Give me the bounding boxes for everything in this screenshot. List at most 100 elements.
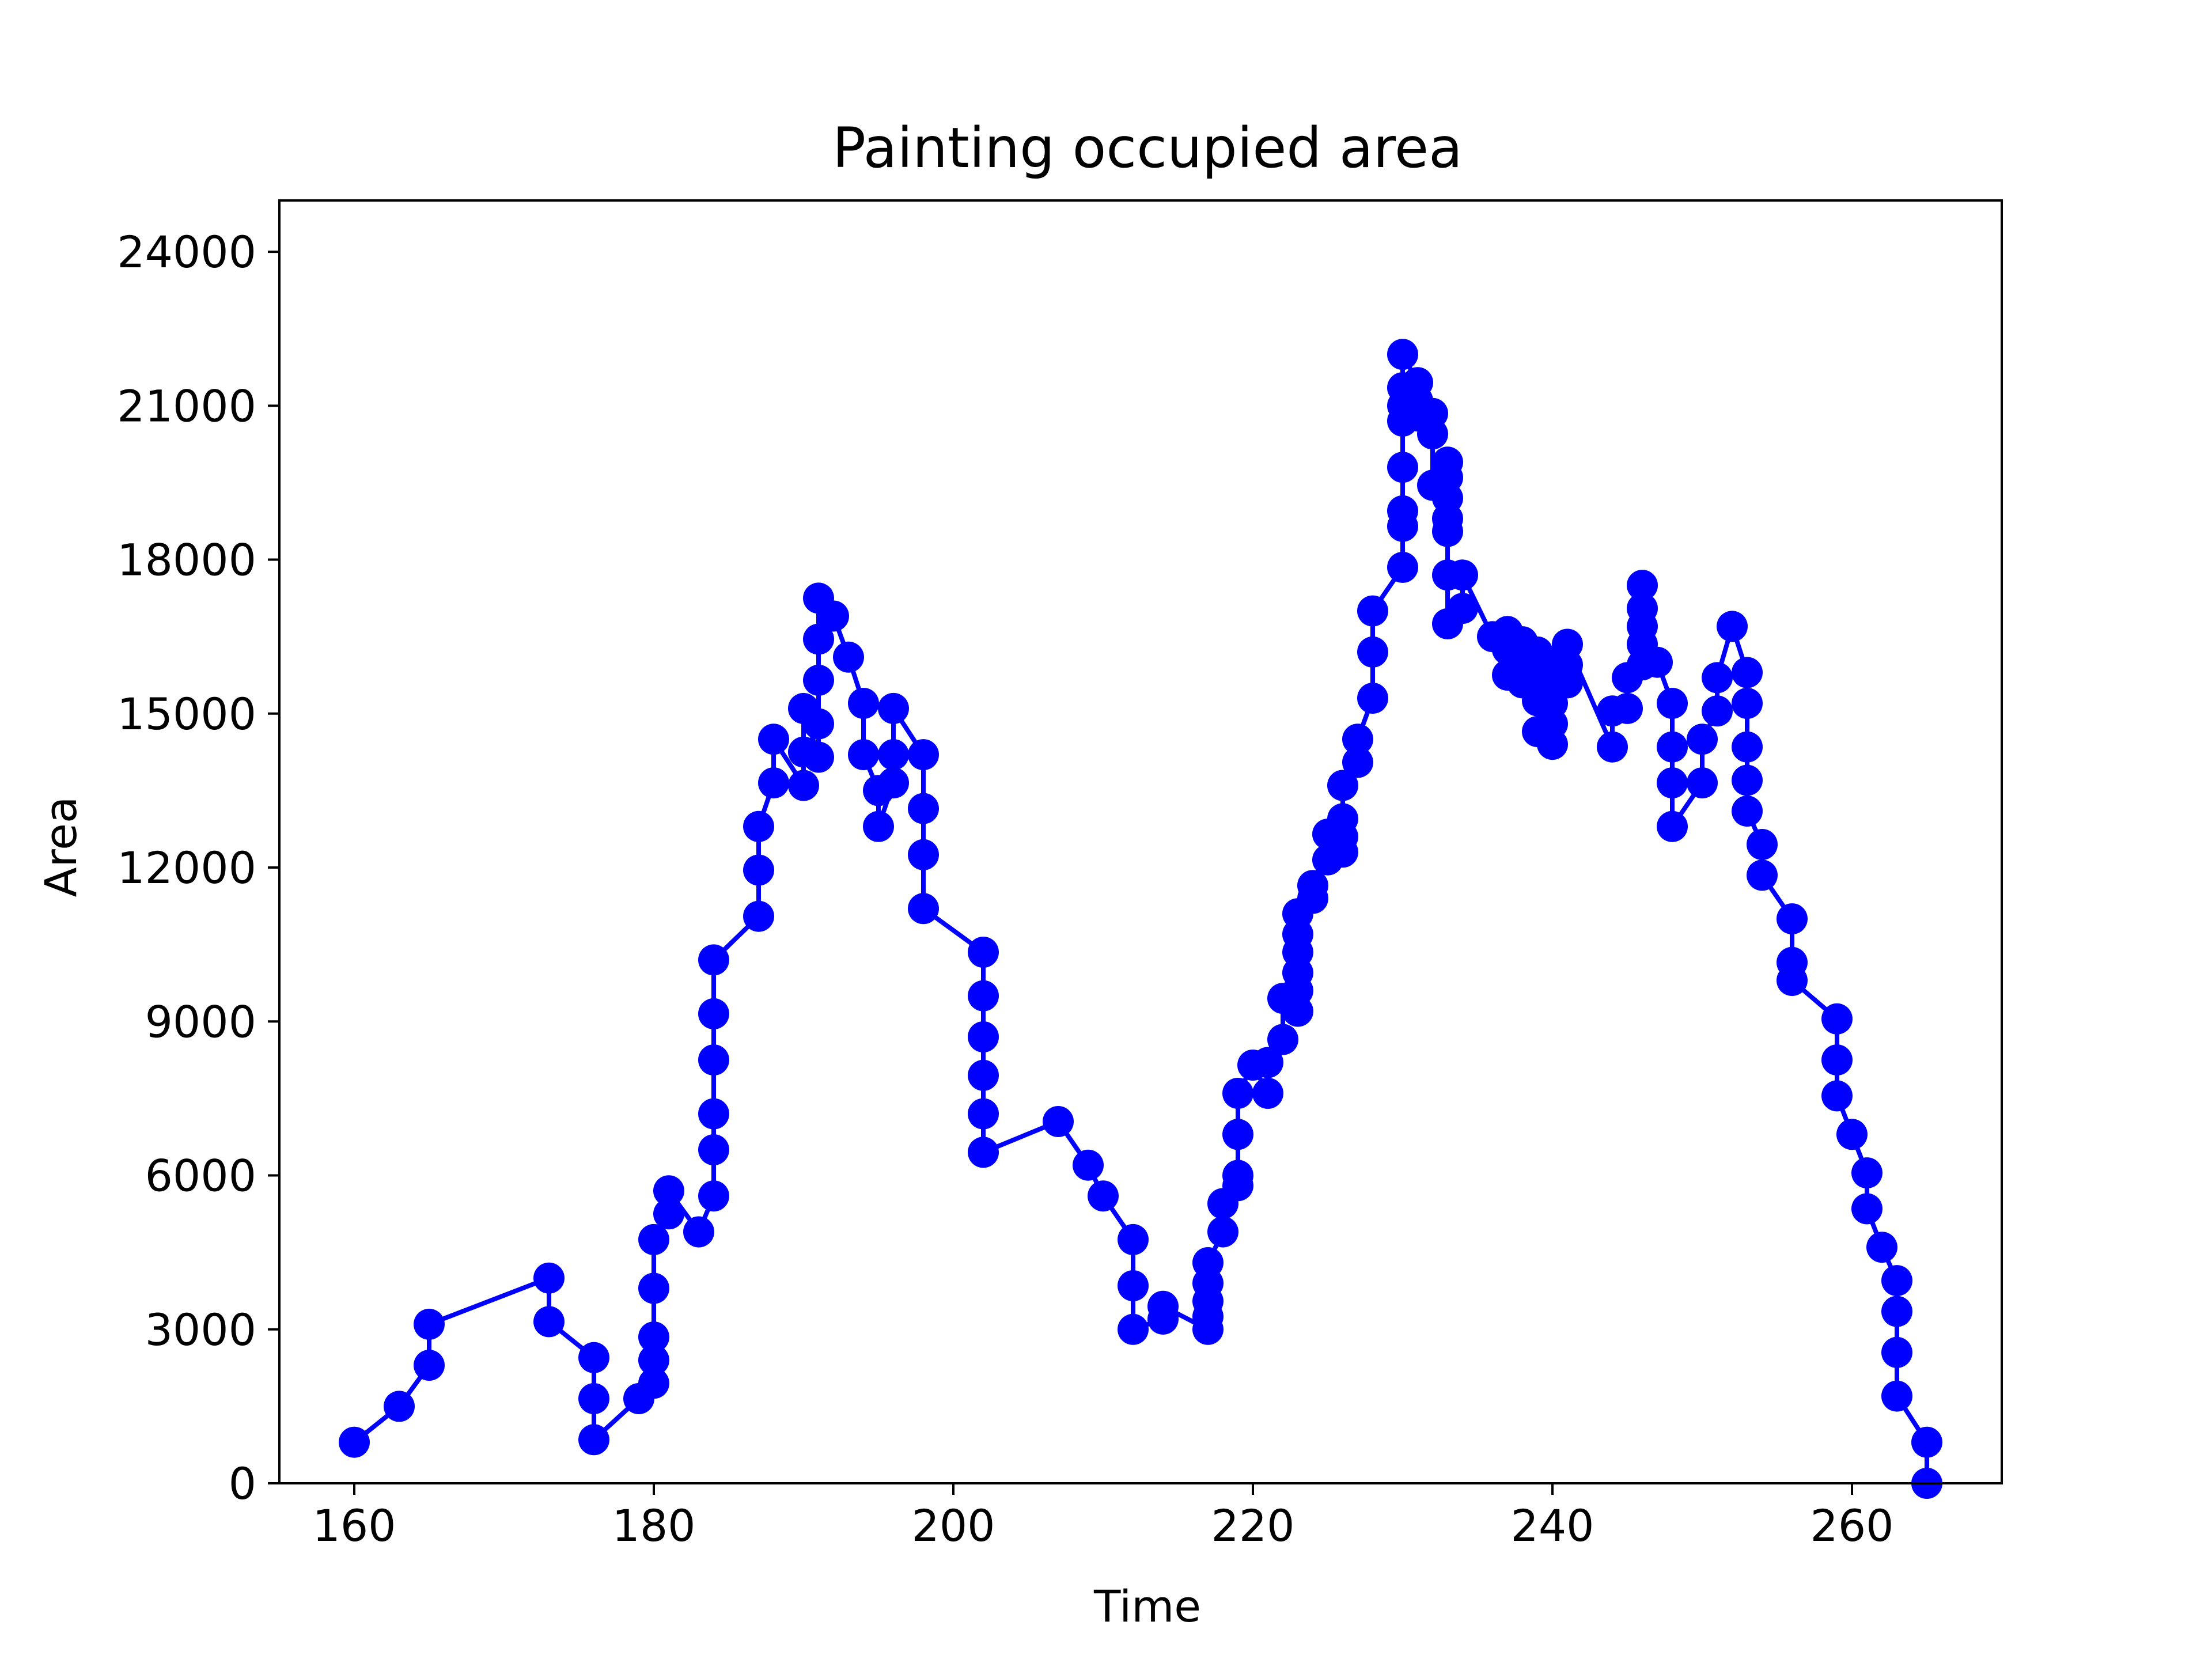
data-point: [1821, 1003, 1853, 1035]
data-point: [698, 1044, 729, 1076]
data-point: [968, 1059, 999, 1091]
data-point: [1687, 724, 1718, 755]
data-point: [1732, 764, 1763, 796]
data-point: [1088, 1180, 1119, 1212]
data-point: [638, 1368, 669, 1399]
data-point: [818, 600, 849, 632]
data-point: [743, 810, 774, 842]
data-point: [1732, 796, 1763, 827]
data-point: [1043, 1106, 1074, 1137]
data-point: [698, 944, 729, 976]
data-point: [743, 900, 774, 932]
x-tick-label: 220: [1211, 1500, 1294, 1551]
data-point: [968, 980, 999, 1012]
data-point: [1911, 1426, 1942, 1458]
data-point: [1881, 1336, 1912, 1368]
data-point: [578, 1383, 609, 1414]
data-point: [1657, 688, 1688, 719]
data-point: [1881, 1296, 1912, 1327]
data-point: [833, 641, 864, 673]
data-point: [968, 937, 999, 968]
data-point: [1192, 1247, 1224, 1278]
data-point: [878, 692, 909, 724]
data-point: [848, 739, 879, 771]
data-point: [1732, 731, 1763, 763]
data-point: [848, 688, 879, 719]
data-point: [1387, 495, 1418, 527]
y-tick-label: 15000: [117, 688, 256, 740]
data-point: [1702, 662, 1733, 694]
y-tick-label: 21000: [117, 380, 256, 431]
data-point: [1357, 595, 1388, 627]
data-point: [1747, 829, 1778, 860]
data-point: [653, 1198, 684, 1230]
data-point: [1222, 1119, 1253, 1150]
data-point: [1342, 724, 1373, 755]
data-point: [698, 1180, 729, 1212]
data-point: [1881, 1380, 1912, 1412]
data-point: [578, 1342, 609, 1373]
data-point: [1387, 551, 1418, 583]
data-point: [698, 1134, 729, 1165]
data-point: [1297, 870, 1328, 902]
data-point: [1732, 657, 1763, 688]
x-tick-label: 200: [911, 1500, 995, 1551]
y-tick-label: 3000: [145, 1304, 256, 1355]
y-tick-label: 24000: [117, 226, 256, 278]
x-tick-label: 180: [612, 1500, 695, 1551]
data-point: [1657, 731, 1688, 763]
data-point: [1357, 683, 1388, 714]
data-point: [1447, 593, 1478, 624]
y-tick-label: 6000: [145, 1150, 256, 1202]
chart-title: Painting occupied area: [832, 116, 1463, 180]
data-point: [683, 1216, 714, 1248]
data-point: [1252, 1078, 1283, 1109]
y-tick-label: 9000: [145, 996, 256, 1047]
data-point: [1821, 1080, 1853, 1112]
data-point: [968, 1137, 999, 1168]
y-axis-label: Area: [35, 797, 86, 897]
data-point: [414, 1308, 445, 1340]
data-point: [758, 724, 789, 755]
data-point: [1387, 339, 1418, 370]
data-point: [1447, 559, 1478, 591]
data-point: [1222, 1160, 1253, 1191]
data-point: [1881, 1265, 1912, 1297]
data-point: [698, 998, 729, 1029]
plot-frame: [278, 199, 2003, 1484]
data-point: [339, 1426, 370, 1458]
y-axis: 0 3000 6000 9000 12000 15000 18000 21000 24000: [117, 226, 279, 1509]
data-point: [788, 770, 819, 801]
data-point: [1118, 1270, 1149, 1301]
data-point: [1747, 859, 1778, 891]
data-point: [384, 1391, 415, 1422]
data-point: [638, 1344, 669, 1376]
data-point: [638, 1321, 669, 1353]
y-tick-label: 18000: [117, 535, 256, 586]
data-point: [1118, 1313, 1149, 1345]
data-point: [1851, 1157, 1883, 1189]
data-point: [533, 1262, 565, 1294]
y-tick-label: 0: [229, 1458, 256, 1509]
data-point: [1851, 1193, 1883, 1225]
x-tick-label: 160: [312, 1500, 396, 1551]
data-point: [908, 793, 939, 824]
data-point: [1387, 452, 1418, 483]
data-point: [968, 1021, 999, 1052]
data-point: [863, 810, 894, 842]
plot-area: [339, 339, 1942, 1499]
data-point: [803, 623, 834, 655]
data-point: [1627, 570, 1658, 601]
data-point: [1642, 646, 1673, 678]
y-tick-label: 12000: [117, 842, 256, 893]
data-point: [803, 708, 834, 740]
data-point: [1327, 770, 1358, 801]
data-point: [1702, 695, 1733, 727]
data-point: [803, 664, 834, 696]
data-point: [1417, 397, 1448, 429]
x-tick-label: 240: [1510, 1500, 1594, 1551]
data-point: [1687, 767, 1718, 799]
data-point: [698, 1098, 729, 1130]
